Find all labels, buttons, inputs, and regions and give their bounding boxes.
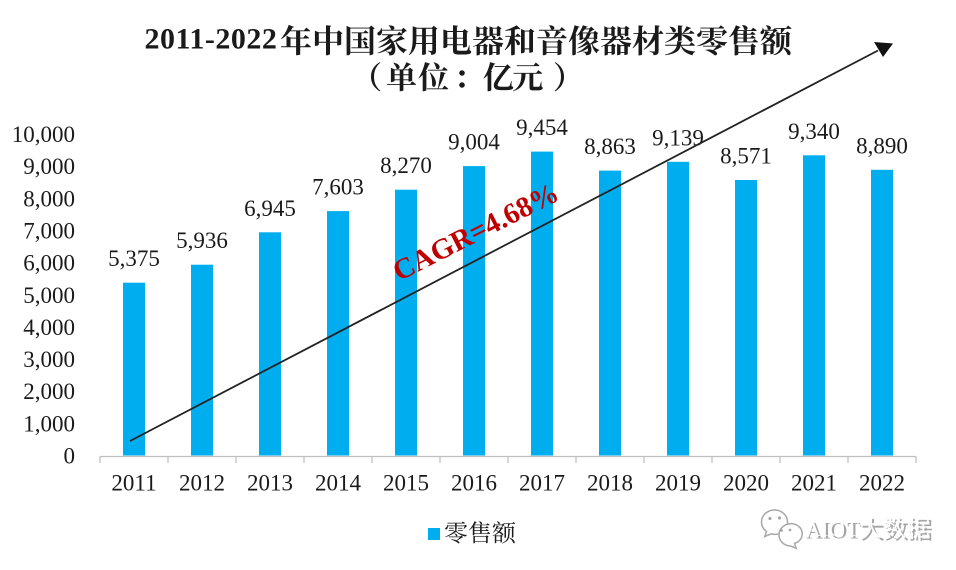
svg-text:2021: 2021	[791, 471, 837, 496]
svg-text:2012: 2012	[179, 471, 225, 496]
svg-text:3,000: 3,000	[23, 347, 75, 372]
svg-text:2018: 2018	[587, 471, 633, 496]
svg-text:8,000: 8,000	[23, 186, 75, 211]
svg-text:2,000: 2,000	[23, 379, 75, 404]
svg-text:2011-2022: 2011-2022	[145, 23, 278, 56]
svg-text:2015: 2015	[383, 471, 429, 496]
svg-text:4,000: 4,000	[23, 315, 75, 340]
svg-text:6,945: 6,945	[244, 196, 296, 221]
svg-text:0: 0	[64, 444, 76, 469]
svg-text:AIOT: AIOT	[807, 519, 862, 544]
svg-text:9,000: 9,000	[23, 154, 75, 179]
svg-text:2013: 2013	[247, 471, 293, 496]
svg-text:8,571: 8,571	[720, 144, 772, 169]
svg-text:7,000: 7,000	[23, 219, 75, 244]
svg-text:9,454: 9,454	[516, 115, 568, 140]
svg-text:2017: 2017	[519, 471, 565, 496]
svg-text:1,000: 1,000	[23, 411, 75, 436]
svg-text:AIOT: AIOT	[804, 516, 859, 541]
svg-text:8,270: 8,270	[380, 153, 432, 178]
svg-text:2020: 2020	[723, 471, 769, 496]
svg-text:2019: 2019	[655, 471, 701, 496]
svg-text:2011: 2011	[111, 471, 156, 496]
svg-text:9,139: 9,139	[652, 125, 704, 150]
svg-text:10,000: 10,000	[12, 122, 75, 147]
svg-text:5,375: 5,375	[108, 246, 160, 271]
svg-text:9,004: 9,004	[448, 130, 500, 155]
svg-text:5,000: 5,000	[23, 283, 75, 308]
svg-text:5,936: 5,936	[176, 228, 228, 253]
svg-text:8,890: 8,890	[856, 133, 908, 158]
svg-text:2014: 2014	[315, 471, 362, 496]
svg-text:6,000: 6,000	[23, 251, 75, 276]
svg-text:8,863: 8,863	[584, 134, 636, 159]
svg-text:9,340: 9,340	[788, 119, 840, 144]
svg-text:2022: 2022	[859, 471, 905, 496]
svg-text:2016: 2016	[451, 471, 497, 496]
svg-text:7,603: 7,603	[312, 175, 364, 200]
